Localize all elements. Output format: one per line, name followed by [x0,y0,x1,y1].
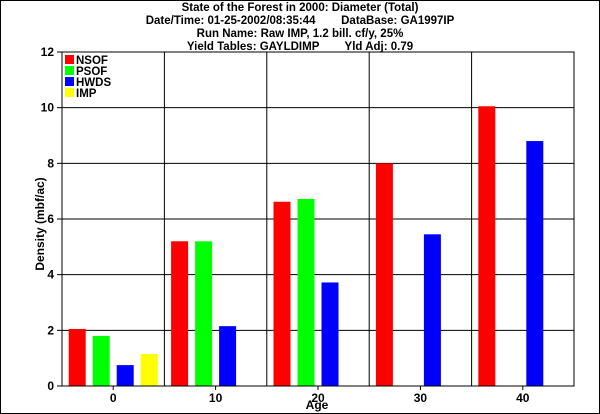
bar-nsof-0 [68,328,86,386]
bar-imp-0 [140,353,158,386]
legend-swatch-nsof [65,55,74,64]
bar-hwds-30 [423,234,441,386]
axes-layer: 0 2 4 6 8 10 12 0 10 20 30 40 [41,45,575,405]
x-tick-label: 40 [516,391,530,405]
bar-hwds-10 [219,326,237,386]
bar-nsof-10 [171,241,189,386]
y-tick-label: 10 [41,101,55,115]
x-tick-label: 10 [209,391,223,405]
legend-swatch-hwds [65,77,74,86]
bar-psof-20 [297,198,315,386]
legend-swatch-imp [65,88,74,97]
legend-label-nsof: NSOF [76,55,108,67]
bar-hwds-20 [321,282,339,386]
bar-nsof-30 [375,163,393,386]
yield-tables-text: Yield Tables: GAYLDIMP [186,41,320,53]
y-tick-label: 4 [47,268,54,282]
bar-psof-0 [92,335,110,386]
legend-swatch-psof [65,66,74,75]
yield-line: Yield Tables: GAYLDIMP Yld Adj: 0.79 [0,41,600,54]
bar-psof-10 [195,241,213,386]
datetime-text: Date/Time: 01-25-2002/08:35:44 [145,15,316,27]
y-tick-label: 8 [47,156,54,170]
bar-nsof-20 [273,201,291,386]
legend-label-hwds: HWDS [76,77,111,89]
bar-nsof-40 [478,106,496,387]
x-tick-label: 20 [311,391,325,405]
bars-layer [68,106,544,387]
run-name-line: Run Name: Raw IMP, 1.2 bill. cf/y, 25% [196,28,404,40]
plot-area-border [61,51,575,387]
datetime-line: Date/Time: 01-25-2002/08:35:44 DataBase:… [0,15,600,28]
y-tick-label: 12 [41,45,55,59]
y-axis-label: Density (mbf/ac) [33,177,47,270]
y-tick-label: 6 [47,212,54,226]
chart-title: State of the Forest in 2000: Diameter (T… [181,2,419,14]
x-tick-label: 30 [414,391,428,405]
legend-label-imp: IMP [76,88,97,100]
bar-hwds-0 [116,365,134,386]
bar-hwds-40 [526,141,544,386]
y-tick-label: 2 [47,323,54,337]
yld-adj-text: Yld Adj: 0.79 [344,41,414,53]
x-tick-label: 0 [110,391,117,405]
y-tick-label: 0 [47,379,54,393]
x-axis-label: Age [306,398,329,412]
database-text: DataBase: GA1997IP [341,15,455,27]
grid-layer [62,52,574,386]
legend-label-psof: PSOF [76,66,107,78]
